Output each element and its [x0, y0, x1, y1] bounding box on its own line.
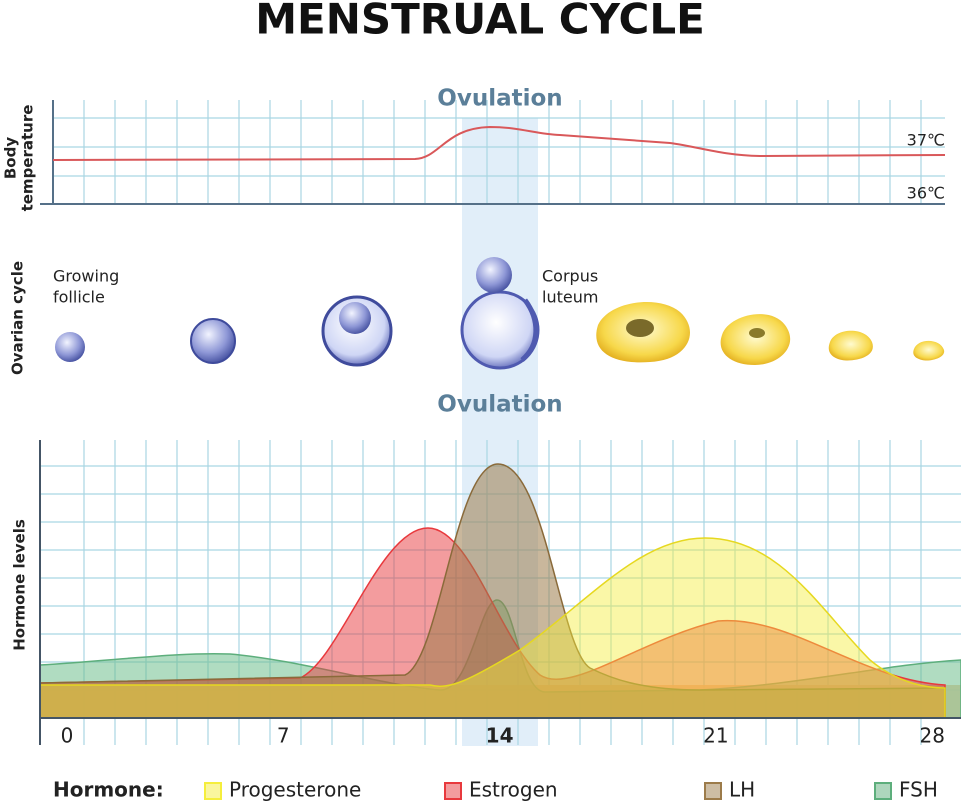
legend-label: FSH: [899, 778, 938, 802]
ovulation-label: Ovulation: [437, 392, 562, 418]
temperature-label: temperature: [19, 105, 37, 212]
temperature-curve: [52, 125, 946, 161]
day-label: 7: [277, 724, 290, 748]
legend-swatch: [874, 782, 892, 800]
growing-follicle-label: Growing: [53, 267, 119, 286]
legend-title: Hormone:: [53, 778, 164, 802]
legend-swatch: [704, 782, 722, 800]
day-label: 14: [486, 724, 514, 748]
corpus-luteum-label: Corpus: [542, 267, 598, 286]
hormone-curves: [39, 463, 961, 719]
temperature-tick: 37℃: [907, 131, 945, 150]
temperature-grid: [53, 100, 945, 204]
legend-label: Progesterone: [229, 778, 361, 802]
legend-swatch: [444, 782, 462, 800]
ovulation-label: Ovulation: [437, 86, 562, 112]
temperature-label: Body: [2, 137, 20, 179]
temperature-tick: 36℃: [907, 184, 945, 203]
legend-swatch: [204, 782, 222, 800]
title: MENSTRUAL CYCLE: [255, 0, 705, 44]
ovarian-illustrations: [55, 257, 945, 370]
legend-label: Estrogen: [469, 778, 558, 802]
corpus-luteum-label: luteum: [542, 288, 598, 307]
day-label: 28: [919, 724, 944, 748]
growing-follicle-label: follicle: [53, 288, 105, 307]
day-label: 0: [61, 724, 74, 748]
hormone-label: Hormone levels: [11, 519, 29, 651]
day-labels: 0 7 14 21 28: [61, 724, 945, 748]
legend: Progesterone Estrogen LH FSH: [204, 778, 938, 802]
day-label: 21: [703, 724, 728, 748]
ovarian-label: Ovarian cycle: [9, 261, 27, 375]
legend-label: LH: [729, 778, 755, 802]
